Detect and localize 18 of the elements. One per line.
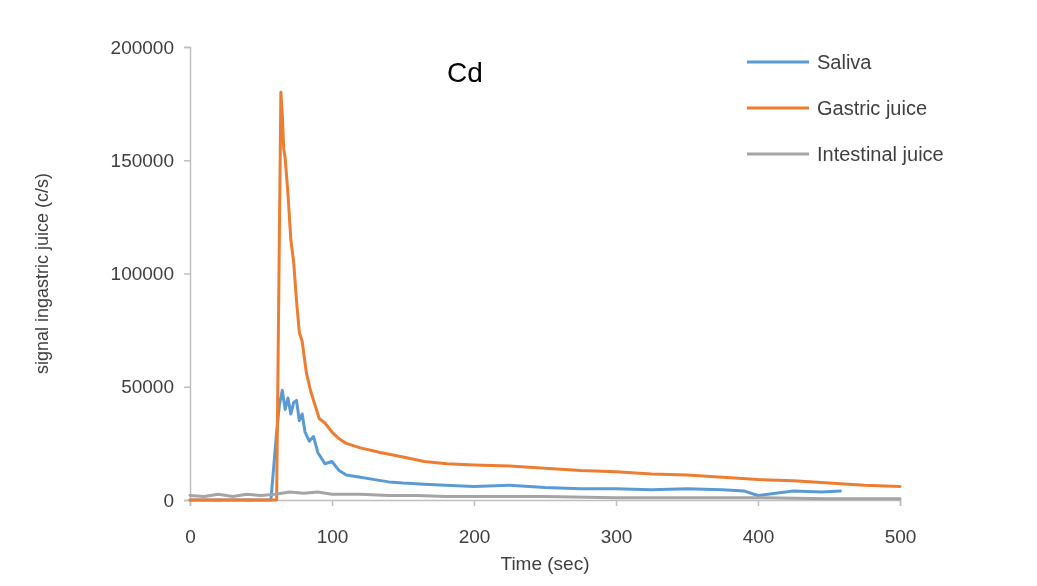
chart-title: Cd [447, 57, 483, 88]
legend-label: Saliva [817, 51, 873, 73]
legend-label: Gastric juice [817, 97, 928, 119]
y-axis-title: signal ingastric juice (c/s) [32, 172, 52, 375]
legend-label: Intestinal juice [817, 143, 944, 165]
x-axis-title: Time (sec) [500, 553, 590, 574]
y-tick-label: 50000 [121, 376, 174, 398]
x-tick-label: 400 [742, 526, 775, 548]
x-tick-label: 200 [458, 526, 491, 548]
y-tick-label: 150000 [110, 149, 174, 171]
x-tick-label: 100 [316, 526, 349, 548]
x-tick-label: 0 [185, 526, 196, 548]
x-tick-label: 300 [600, 526, 633, 548]
x-tick-label: 500 [884, 526, 917, 548]
line-series [188, 490, 902, 501]
y-tick-label: 0 [163, 489, 174, 511]
y-tick-label: 100000 [110, 263, 174, 285]
y-tick-label: 200000 [110, 36, 174, 58]
